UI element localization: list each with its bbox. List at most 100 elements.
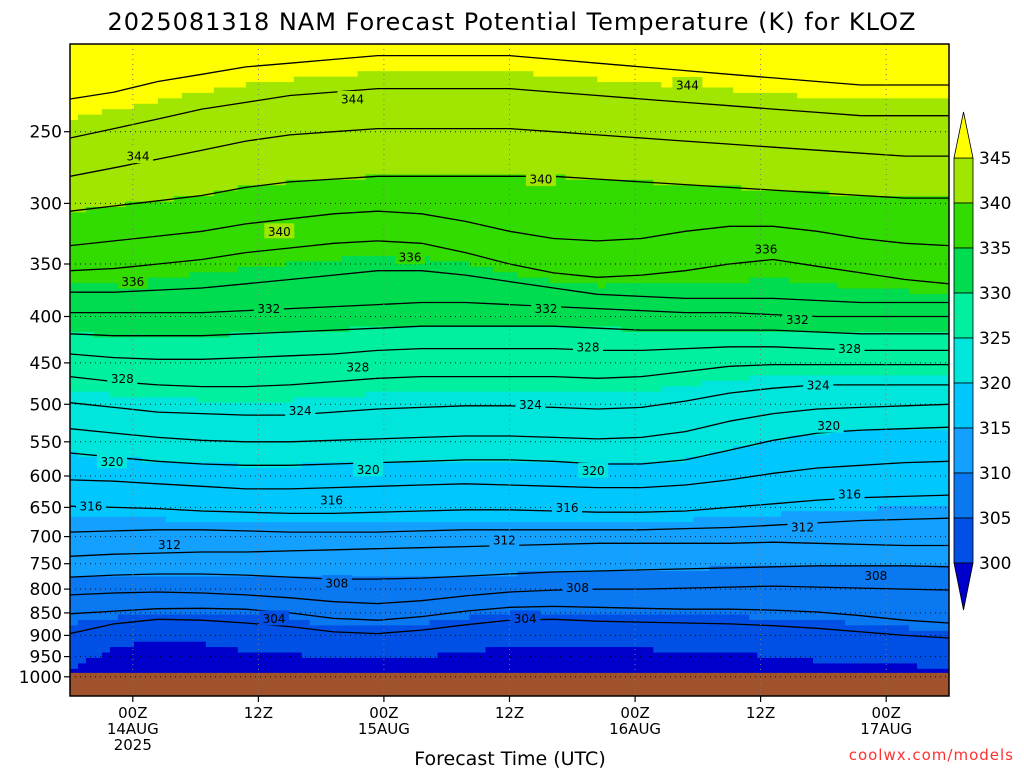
field-cell bbox=[77, 120, 87, 127]
field-cell bbox=[293, 326, 303, 333]
field-cell bbox=[181, 245, 191, 252]
field-cell bbox=[141, 120, 151, 127]
field-cell bbox=[397, 337, 407, 344]
field-cell bbox=[357, 337, 367, 344]
field-cell bbox=[85, 359, 95, 366]
field-cell bbox=[189, 304, 199, 311]
field-cell bbox=[221, 554, 231, 561]
field-cell bbox=[101, 397, 111, 404]
field-cell bbox=[213, 560, 223, 567]
field-cell bbox=[109, 446, 119, 453]
field-cell bbox=[189, 163, 199, 170]
field-cell bbox=[117, 636, 127, 643]
field-cell bbox=[309, 125, 319, 132]
field-cell bbox=[173, 147, 183, 154]
field-cell bbox=[101, 250, 111, 257]
field-cell bbox=[165, 511, 175, 518]
field-cell bbox=[293, 179, 303, 186]
field-cell bbox=[221, 196, 231, 203]
field-cell bbox=[149, 549, 159, 556]
field-cell bbox=[173, 245, 183, 252]
field-cell bbox=[277, 71, 287, 78]
field-cell bbox=[341, 587, 351, 594]
field-cell bbox=[229, 516, 239, 523]
field-cell bbox=[333, 293, 343, 300]
field-cell bbox=[189, 179, 199, 186]
field-cell bbox=[261, 250, 271, 257]
field-cell bbox=[109, 424, 119, 431]
field-cell bbox=[301, 223, 311, 230]
field-cell bbox=[349, 581, 359, 588]
field-cell bbox=[285, 109, 295, 116]
field-cell bbox=[237, 49, 247, 56]
field-cell bbox=[157, 565, 167, 572]
field-cell bbox=[141, 652, 151, 659]
field-cell bbox=[149, 158, 159, 165]
field-cell bbox=[93, 158, 103, 165]
field-cell bbox=[285, 603, 295, 610]
field-cell bbox=[205, 630, 215, 637]
field-cell bbox=[365, 114, 375, 121]
field-cell bbox=[285, 299, 295, 306]
field-cell bbox=[197, 538, 207, 545]
field-cell bbox=[181, 326, 191, 333]
field-cell bbox=[70, 435, 79, 442]
field-cell bbox=[373, 179, 383, 186]
field-cell bbox=[149, 668, 159, 675]
field-cell bbox=[77, 456, 87, 463]
field-cell bbox=[93, 625, 103, 632]
field-cell bbox=[157, 576, 167, 583]
field-cell bbox=[157, 587, 167, 594]
field-cell bbox=[325, 201, 335, 208]
field-cell bbox=[245, 255, 255, 262]
field-cell bbox=[237, 266, 247, 273]
field-cell bbox=[141, 103, 151, 110]
field-cell bbox=[277, 152, 287, 159]
field-cell bbox=[277, 592, 287, 599]
field-cell bbox=[70, 163, 79, 170]
field-cell bbox=[389, 581, 399, 588]
field-cell bbox=[333, 446, 343, 453]
field-cell bbox=[277, 500, 287, 507]
field-cell bbox=[325, 234, 335, 241]
field-cell bbox=[229, 228, 239, 235]
field-cell bbox=[309, 619, 319, 626]
field-cell bbox=[333, 424, 343, 431]
field-cell bbox=[397, 147, 407, 154]
field-cell bbox=[229, 533, 239, 540]
field-cell bbox=[245, 581, 255, 588]
field-cell bbox=[341, 511, 351, 518]
field-cell bbox=[253, 54, 263, 61]
field-cell bbox=[125, 245, 135, 252]
field-cell bbox=[301, 641, 311, 648]
field-cell bbox=[349, 592, 359, 599]
field-cell bbox=[117, 647, 127, 654]
field-cell bbox=[349, 179, 359, 186]
field-cell bbox=[149, 402, 159, 409]
field-cell bbox=[77, 538, 87, 545]
field-cell bbox=[349, 435, 359, 442]
field-cell bbox=[245, 234, 255, 241]
field-cell bbox=[317, 283, 327, 290]
field-cell bbox=[77, 44, 87, 51]
field-cell bbox=[117, 304, 127, 311]
field-cell bbox=[125, 250, 135, 257]
field-cell bbox=[269, 429, 279, 436]
field-cell bbox=[293, 120, 303, 127]
field-cell bbox=[189, 647, 199, 654]
field-cell bbox=[181, 402, 191, 409]
field-cell bbox=[245, 663, 255, 670]
field-cell bbox=[141, 109, 151, 116]
field-cell bbox=[397, 277, 407, 284]
field-cell bbox=[229, 543, 239, 550]
field-cell bbox=[149, 418, 159, 425]
field-cell bbox=[285, 54, 295, 61]
field-cell bbox=[117, 196, 127, 203]
field-cell bbox=[173, 228, 183, 235]
field-cell bbox=[381, 408, 391, 415]
field-cell bbox=[245, 82, 255, 89]
field-cell bbox=[213, 348, 223, 355]
field-cell bbox=[221, 304, 231, 311]
field-cell bbox=[349, 538, 359, 545]
field-cell bbox=[149, 76, 159, 83]
